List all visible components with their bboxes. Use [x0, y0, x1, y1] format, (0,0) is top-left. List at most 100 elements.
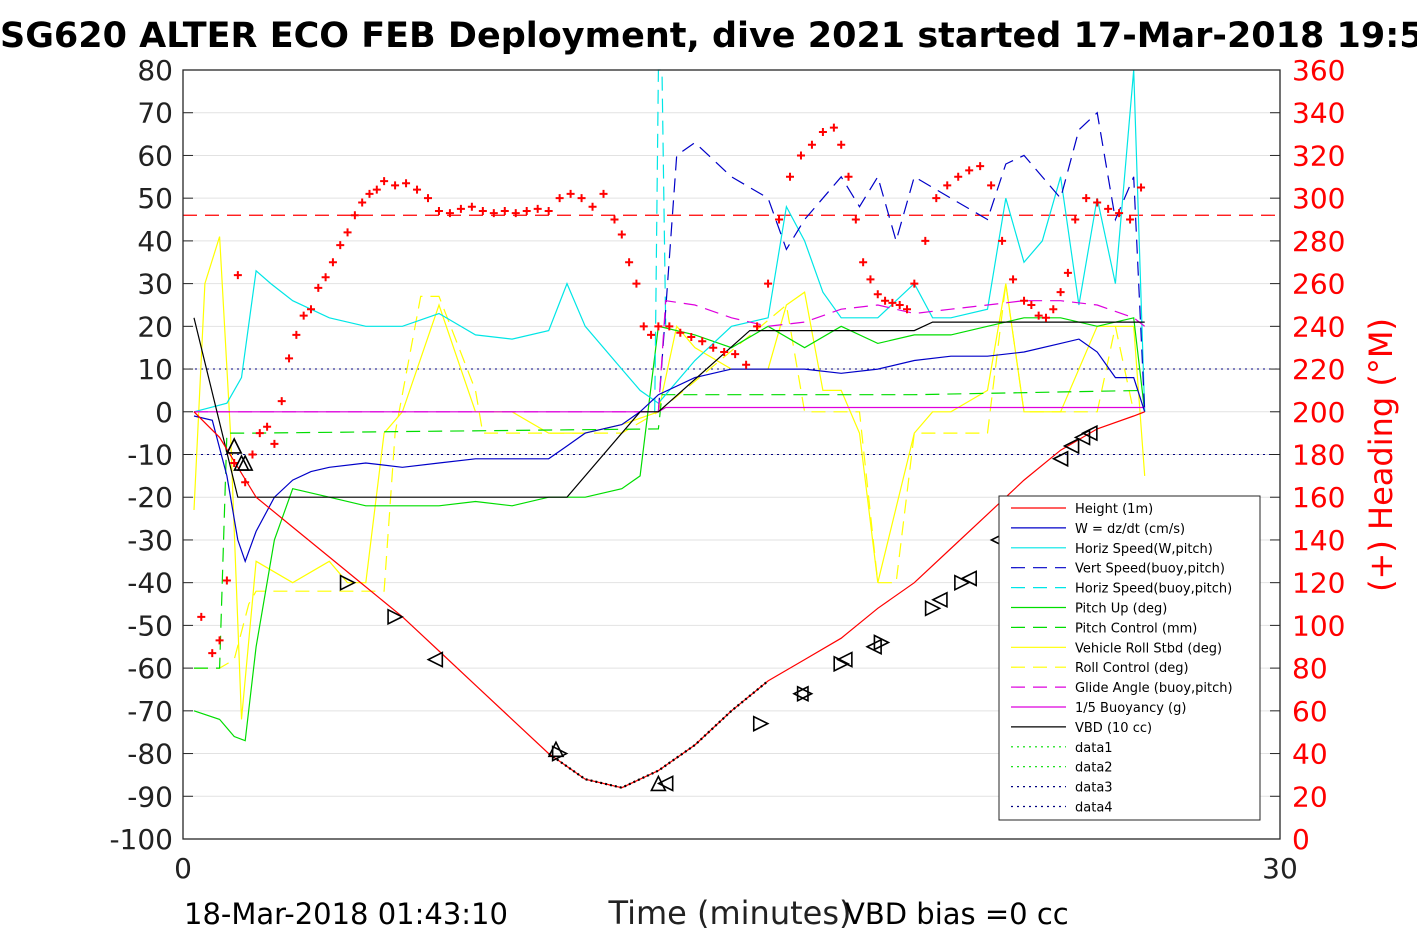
y2-tick-label: 0: [1292, 823, 1310, 856]
series-roll: [193, 236, 1146, 720]
y2-tick-label: 100: [1292, 609, 1345, 642]
y2-tick-label: 120: [1292, 567, 1345, 600]
heading-point: [775, 215, 784, 224]
heading-point: [837, 140, 846, 149]
heading-point: [391, 181, 400, 190]
legend-entry: data4: [1075, 801, 1113, 816]
heading-point: [1137, 183, 1146, 192]
x-axis-label: Time (minutes): [608, 894, 852, 932]
y-tick-label: 80: [137, 54, 173, 87]
heading-point: [533, 204, 542, 213]
heading-point: [617, 230, 626, 239]
y2-tick-label: 40: [1292, 738, 1328, 771]
heading-point: [987, 181, 996, 190]
heading-point: [522, 206, 531, 215]
heading-point: [1020, 296, 1029, 305]
heading-point: [299, 311, 308, 320]
heading-point: [566, 189, 575, 198]
heading-point: [796, 151, 805, 160]
heading-point: [230, 459, 239, 468]
y2-axis-label: (+) Heading (°M): [1362, 318, 1400, 592]
triangle-marker: [796, 685, 814, 703]
heading-point: [197, 612, 206, 621]
y2-tick-label: 160: [1292, 481, 1345, 514]
heading-points: [197, 123, 1146, 658]
series-vert-buoy: [657, 111, 1146, 412]
heading-point: [500, 206, 509, 215]
heading-point: [358, 198, 367, 207]
heading-point: [402, 179, 411, 188]
y-tick-label: 40: [137, 225, 173, 258]
heading-point: [1034, 311, 1043, 320]
heading-point: [921, 236, 930, 245]
heading-point: [654, 322, 663, 331]
y-tick-label: 70: [137, 97, 173, 130]
triangle-marker: [1081, 424, 1098, 442]
heading-point: [577, 194, 586, 203]
y-tick-label: 30: [137, 268, 173, 301]
heading-point: [818, 127, 827, 136]
y2-tick-label: 140: [1292, 524, 1345, 557]
triangle-marker: [924, 600, 942, 617]
triangle-marker: [225, 437, 243, 454]
heading-point: [270, 439, 279, 448]
heading-point: [365, 189, 374, 198]
triangle-marker: [650, 774, 667, 792]
heading-point: [709, 343, 718, 352]
heading-point: [380, 177, 389, 186]
triangle-marker: [792, 685, 809, 703]
heading-point: [625, 258, 634, 267]
heading-point: [632, 279, 641, 288]
legend-entry: Vert Speed(buoy,pitch): [1075, 562, 1225, 577]
axis-ticks: 80706050403020100-10-20-30-40-50-60-70-8…: [109, 54, 1345, 885]
y-tick-label: 10: [137, 353, 173, 386]
heading-point: [456, 204, 465, 213]
series-pitch-up: [193, 317, 1146, 742]
triangle-marker: [547, 740, 565, 758]
y2-tick-label: 200: [1292, 396, 1345, 429]
heading-point: [895, 300, 904, 309]
triangle-marker: [387, 608, 404, 626]
heading-point: [423, 194, 432, 203]
y2-tick-label: 220: [1292, 353, 1345, 386]
series-horiz-w: [193, 69, 1146, 413]
y2-tick-label: 80: [1292, 652, 1328, 685]
heading-point: [1104, 204, 1113, 213]
heading-point: [445, 209, 454, 218]
legend: Height (1m) W = dz/dt (cm/s) Horiz Speed(W…: [998, 495, 1261, 821]
legend-entry: data2: [1075, 761, 1113, 776]
heading-point: [731, 350, 740, 359]
y-tick-label: -10: [127, 439, 173, 472]
legend-entry: data1: [1075, 741, 1113, 756]
heading-point: [343, 228, 352, 237]
triangle-marker: [873, 634, 891, 651]
heading-point: [555, 194, 564, 203]
triangle-marker: [1062, 437, 1080, 455]
y-tick-label: -100: [109, 823, 173, 856]
x-tick-label: 30: [1262, 852, 1298, 885]
heading-point: [277, 397, 286, 406]
heading-point: [1093, 198, 1102, 207]
heading-point: [998, 236, 1007, 245]
heading-point: [976, 162, 985, 171]
heading-point: [248, 450, 257, 459]
heading-point: [1056, 288, 1065, 297]
heading-point: [943, 181, 952, 190]
heading-point: [1049, 305, 1058, 314]
heading-point: [1027, 300, 1036, 309]
heading-point: [489, 209, 498, 218]
y-tick-label: 20: [137, 310, 173, 343]
heading-point: [639, 322, 648, 331]
y-tick-label: -30: [127, 524, 173, 557]
heading-point: [720, 347, 729, 356]
heading-point: [910, 279, 919, 288]
legend-entry: Roll Control (deg): [1075, 661, 1189, 676]
heading-point: [903, 305, 912, 314]
y2-tick-label: 260: [1292, 268, 1345, 301]
triangle-marker: [1073, 429, 1091, 446]
series-glide: [194, 300, 1146, 413]
legend-entry: data3: [1075, 781, 1113, 796]
heading-point: [1041, 313, 1050, 322]
heading-point: [851, 215, 860, 224]
